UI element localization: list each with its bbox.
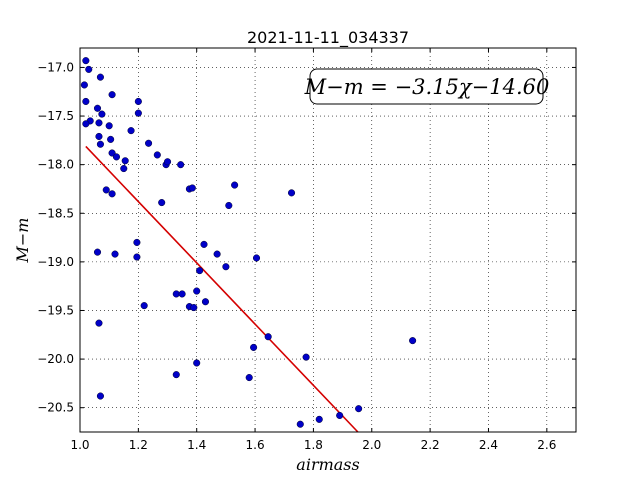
data-point <box>163 158 172 166</box>
data-point <box>93 248 102 256</box>
y-tick-label: −18.0 <box>37 158 74 172</box>
data-point <box>409 337 417 345</box>
x-tick-label: 1.8 <box>304 438 323 452</box>
data-point <box>172 371 180 379</box>
y-tick-label: −17.5 <box>37 109 74 123</box>
data-point <box>105 122 113 130</box>
y-tick-label: −19.0 <box>37 255 74 269</box>
fit-equation: M−m = −3.15χ−14.60 <box>304 75 550 99</box>
equation-box-border <box>309 68 544 105</box>
data-point <box>133 238 141 246</box>
data-point <box>112 153 121 161</box>
x-tick-label: 1.6 <box>246 438 265 452</box>
data-point <box>93 104 102 112</box>
x-tick-label: 1.4 <box>187 438 206 452</box>
data-point <box>153 151 161 159</box>
data-point <box>107 135 115 143</box>
data-point <box>250 343 258 351</box>
data-point <box>82 97 90 106</box>
x-tick-label: 1.0 <box>70 438 89 452</box>
data-point <box>196 267 204 275</box>
data-point <box>264 333 272 341</box>
data-point <box>108 91 116 99</box>
y-tick-label: −20.0 <box>37 352 74 366</box>
data-point <box>96 392 104 400</box>
data-point <box>193 287 201 295</box>
x-tick-label: 2.6 <box>537 438 556 452</box>
fit-line-group <box>85 145 359 433</box>
data-point <box>200 240 208 248</box>
data-point <box>82 57 90 65</box>
data-point <box>108 190 116 198</box>
data-point <box>85 65 93 73</box>
data-point <box>95 132 103 141</box>
x-axis-label: airmass <box>296 455 359 474</box>
axis-ticks: 1.0 1.2 1.4 1.6 1.8 2.0 2.2 2.4 2.6 −17.0 −17.5 −18… <box>37 48 576 452</box>
y-tick-label: −20.5 <box>37 401 74 415</box>
data-point <box>178 290 186 298</box>
data-point <box>145 139 153 147</box>
data-point <box>177 161 185 169</box>
y-tick-label: −18.5 <box>37 206 74 220</box>
y-axis-label: M−m <box>13 218 32 264</box>
data-point <box>102 186 110 194</box>
data-point <box>98 110 106 118</box>
data-point <box>355 405 363 413</box>
data-point <box>120 164 128 173</box>
data-point <box>222 263 230 271</box>
data-point <box>140 302 148 310</box>
data-point <box>95 119 103 127</box>
data-point <box>231 181 239 189</box>
data-point <box>245 374 253 382</box>
grid <box>79 48 576 432</box>
data-point <box>213 250 221 258</box>
data-point <box>336 411 344 420</box>
data-point <box>127 127 135 135</box>
x-tick-label: 1.2 <box>129 438 148 452</box>
data-point <box>80 81 88 89</box>
data-points <box>80 57 417 428</box>
data-point <box>287 189 296 197</box>
x-tick-label: 2.4 <box>479 438 498 452</box>
data-point <box>121 157 129 165</box>
data-point <box>315 415 323 423</box>
data-point <box>188 184 196 192</box>
data-point <box>96 73 104 81</box>
data-point <box>252 254 261 262</box>
data-point <box>201 298 210 306</box>
x-tick-label: 2.0 <box>362 438 381 452</box>
data-point <box>134 97 142 106</box>
data-point <box>302 353 310 361</box>
data-point <box>193 359 201 367</box>
data-point <box>296 420 304 428</box>
data-point <box>158 199 166 207</box>
y-tick-label: −19.5 <box>37 303 74 317</box>
data-point <box>82 120 90 128</box>
fit-line <box>85 145 359 433</box>
data-point <box>133 253 141 261</box>
data-point <box>225 201 233 210</box>
data-point <box>96 140 104 148</box>
data-point <box>190 304 198 312</box>
plot-frame <box>79 47 577 433</box>
chart-title: 2021-11-11_034337 <box>247 28 409 48</box>
y-tick-label: −17.0 <box>37 60 74 74</box>
data-point <box>134 109 142 117</box>
data-point <box>95 319 103 327</box>
data-point <box>111 250 119 258</box>
fit-equation-box: M−m = −3.15χ−14.60 <box>304 68 550 105</box>
x-tick-label: 2.2 <box>421 438 440 452</box>
